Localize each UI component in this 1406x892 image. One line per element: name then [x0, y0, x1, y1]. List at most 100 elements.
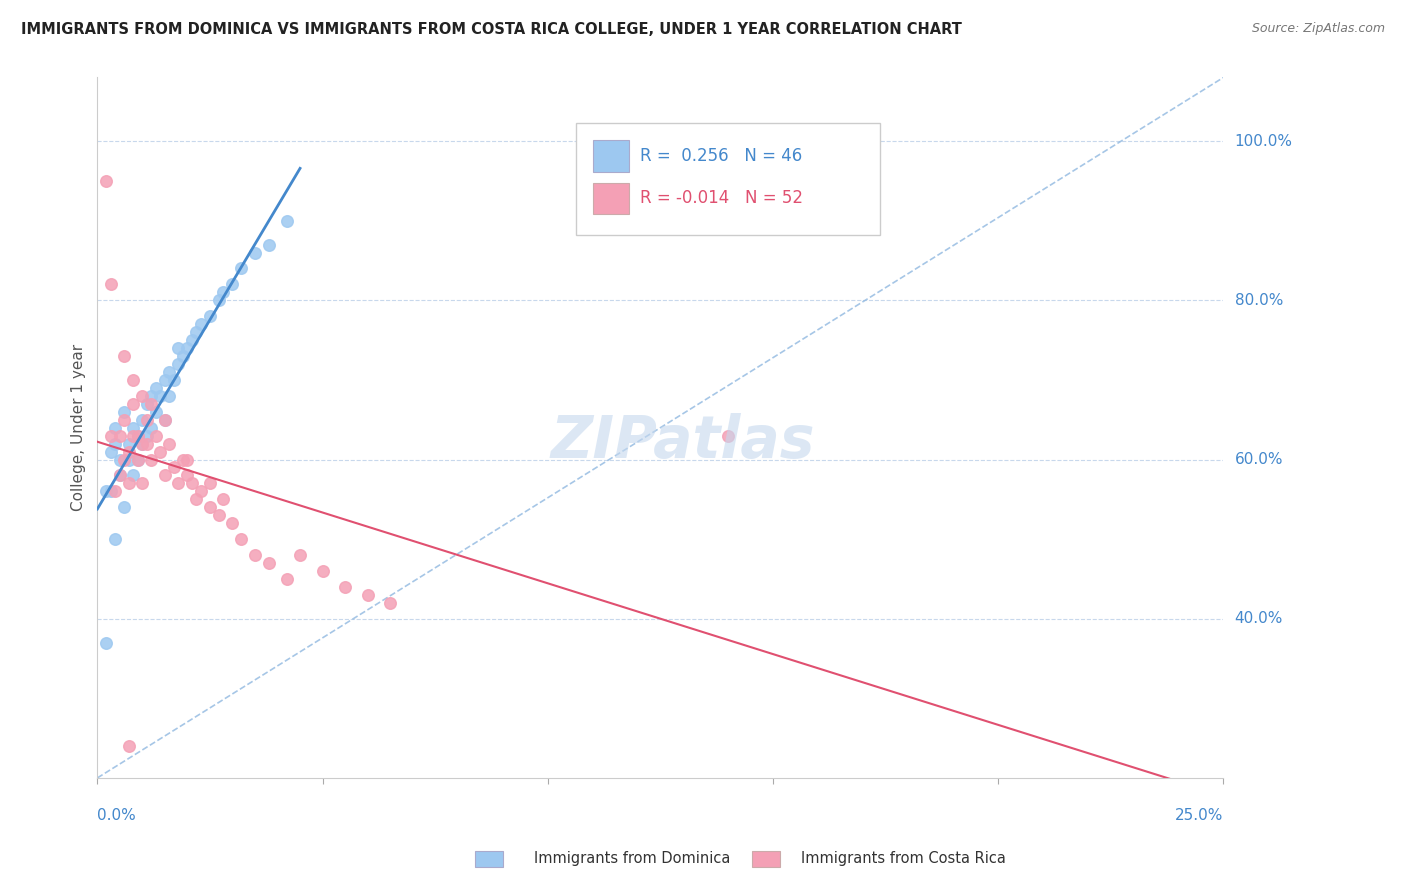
Point: [122, 428, 145, 442]
Point: [112, 349, 135, 363]
Point: [96, 635, 118, 649]
Point: [157, 365, 180, 379]
Point: [145, 381, 167, 395]
Point: [131, 389, 153, 403]
Point: [135, 428, 157, 442]
Point: [243, 548, 266, 562]
Point: [100, 428, 122, 442]
Point: [118, 476, 141, 491]
Point: [118, 436, 141, 450]
Point: [257, 237, 280, 252]
Point: [122, 420, 145, 434]
Bar: [593, 140, 628, 172]
Point: [198, 310, 221, 324]
Point: [231, 532, 253, 546]
Point: [333, 580, 356, 594]
Text: Immigrants from Costa Rica: Immigrants from Costa Rica: [801, 851, 1007, 865]
Point: [108, 428, 131, 442]
Point: [96, 484, 118, 499]
Point: [100, 444, 122, 458]
Point: [181, 476, 204, 491]
Point: [276, 572, 298, 586]
Point: [145, 405, 167, 419]
Point: [231, 261, 253, 276]
Point: [104, 436, 127, 450]
Point: [112, 413, 135, 427]
Point: [243, 245, 266, 260]
Point: [172, 349, 194, 363]
Bar: [593, 183, 628, 214]
Point: [127, 428, 149, 442]
Point: [141, 420, 163, 434]
Point: [157, 436, 180, 450]
Text: R = -0.014   N = 52: R = -0.014 N = 52: [640, 189, 803, 207]
Text: 0.0%: 0.0%: [97, 808, 136, 823]
Point: [221, 516, 243, 531]
Point: [208, 293, 231, 308]
Point: [100, 484, 122, 499]
Text: Source: ZipAtlas.com: Source: ZipAtlas.com: [1251, 22, 1385, 36]
Point: [112, 452, 135, 467]
Point: [108, 468, 131, 483]
FancyBboxPatch shape: [576, 123, 880, 235]
Point: [141, 389, 163, 403]
Point: [141, 397, 163, 411]
Point: [167, 357, 190, 371]
Point: [131, 413, 153, 427]
Point: [172, 452, 194, 467]
Point: [141, 452, 163, 467]
Y-axis label: College, Under 1 year: College, Under 1 year: [72, 344, 86, 511]
Point: [112, 500, 135, 515]
Point: [100, 277, 122, 292]
Point: [356, 588, 378, 602]
Point: [186, 325, 208, 339]
Point: [149, 389, 172, 403]
Text: 40.0%: 40.0%: [1234, 611, 1282, 626]
Point: [212, 285, 235, 300]
Point: [186, 492, 208, 507]
Point: [153, 373, 176, 387]
Point: [104, 484, 127, 499]
Point: [288, 548, 311, 562]
Point: [153, 468, 176, 483]
Point: [311, 564, 333, 578]
Point: [122, 373, 145, 387]
Point: [127, 428, 149, 442]
Point: [135, 436, 157, 450]
Point: [118, 739, 141, 753]
Point: [208, 508, 231, 523]
Point: [198, 500, 221, 515]
Text: 60.0%: 60.0%: [1234, 452, 1284, 467]
Point: [163, 373, 186, 387]
Point: [149, 444, 172, 458]
Point: [212, 492, 235, 507]
Text: R =  0.256   N = 46: R = 0.256 N = 46: [640, 147, 803, 165]
Point: [135, 397, 157, 411]
Point: [378, 596, 401, 610]
Point: [118, 452, 141, 467]
Text: 80.0%: 80.0%: [1234, 293, 1282, 308]
Point: [153, 413, 176, 427]
Point: [127, 452, 149, 467]
Point: [127, 452, 149, 467]
Point: [176, 341, 198, 355]
Point: [257, 556, 280, 570]
Point: [176, 468, 198, 483]
Point: [167, 476, 190, 491]
Text: ZIPatlas: ZIPatlas: [551, 413, 815, 470]
Point: [122, 397, 145, 411]
Text: 25.0%: 25.0%: [1175, 808, 1223, 823]
Point: [112, 405, 135, 419]
Point: [181, 333, 204, 347]
Point: [131, 476, 153, 491]
Point: [118, 444, 141, 458]
Point: [198, 476, 221, 491]
Point: [108, 468, 131, 483]
Point: [104, 532, 127, 546]
Point: [122, 468, 145, 483]
Point: [190, 317, 212, 331]
Text: 100.0%: 100.0%: [1234, 134, 1292, 149]
Point: [276, 213, 298, 227]
Point: [157, 389, 180, 403]
Point: [104, 420, 127, 434]
